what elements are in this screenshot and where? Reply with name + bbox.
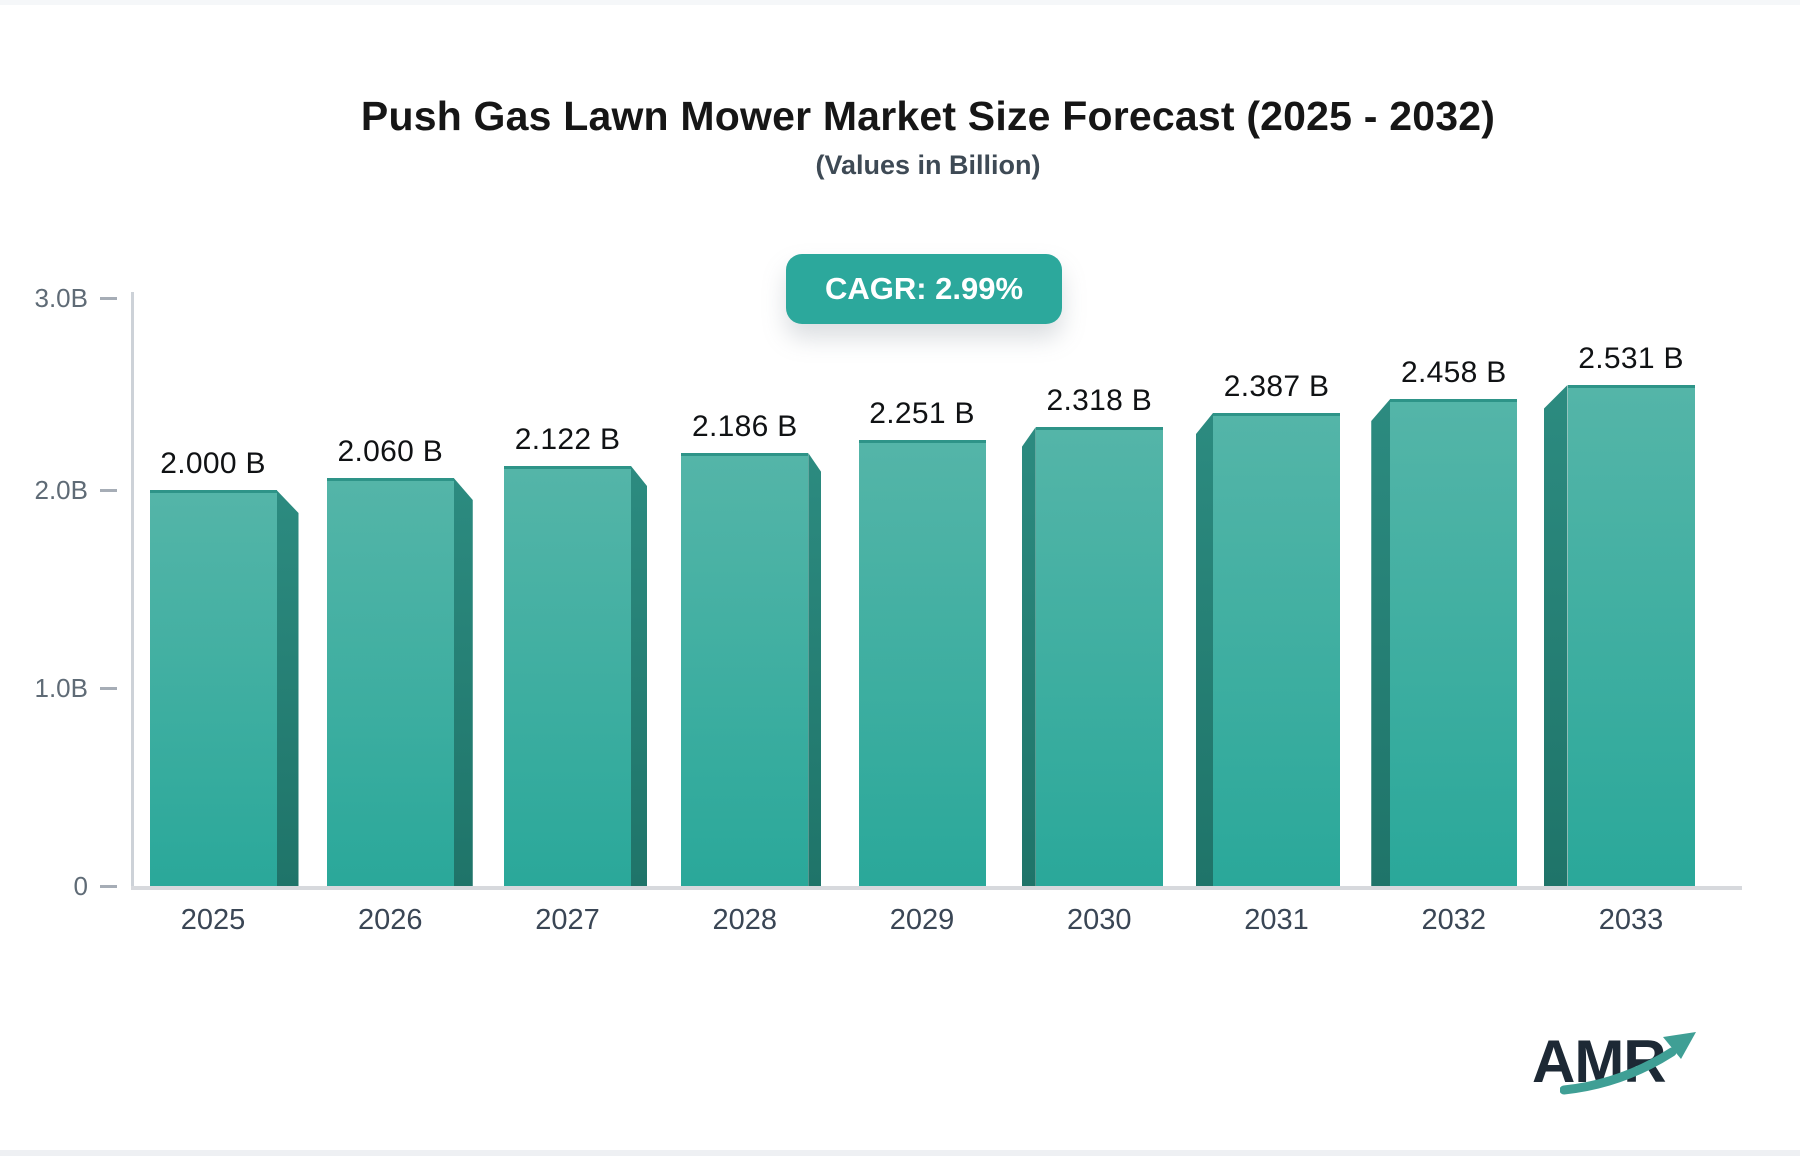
bar-value-label: 2.318 B	[1046, 384, 1153, 417]
bar-value-label: 2.387 B	[1223, 370, 1330, 403]
x-axis-tick-label: 2033	[1598, 904, 1664, 936]
bar-front-face	[1390, 399, 1518, 886]
y-axis-tick-mark	[100, 297, 117, 300]
amr-logo: AMR	[1532, 1030, 1712, 1100]
y-axis-tick-label: 2.0B	[34, 475, 89, 505]
bar-value-label: 2.000 B	[160, 447, 266, 480]
bar-front-face	[326, 478, 454, 886]
growth-arrow-icon	[1560, 1032, 1696, 1095]
bar-value-label: 2.186 B	[691, 410, 798, 443]
x-axis-tick-label: 2028	[712, 904, 777, 936]
x-axis-tick-label: 2029	[889, 904, 955, 936]
x-axis-tick-label: 2025	[180, 904, 246, 936]
bar-side-face	[1196, 413, 1213, 886]
bar-value-label: 2.060 B	[337, 435, 444, 468]
bar-front-face	[681, 453, 809, 886]
y-axis-tick-mark	[100, 687, 117, 690]
bar-side-face	[631, 466, 647, 886]
bar-value-label: 2.458 B	[1400, 356, 1507, 389]
y-axis-tick-label: 3.0B	[34, 283, 89, 313]
bar-side-face	[1021, 427, 1036, 886]
bar-front-face	[1213, 413, 1340, 886]
bar-value-label: 2.531 B	[1578, 342, 1684, 375]
y-axis-line	[131, 292, 134, 886]
y-axis-tick-label: 0	[73, 871, 88, 901]
y-axis-tick-mark	[100, 489, 117, 492]
bar-value-label: 2.122 B	[514, 423, 621, 456]
bar-value-label: 2.251 B	[869, 397, 975, 430]
x-axis-tick-label: 2031	[1244, 904, 1309, 936]
x-axis-tick-label: 2030	[1066, 904, 1132, 936]
cagr-badge: CAGR: 2.99%	[786, 254, 1062, 324]
bar-side-face	[1371, 399, 1391, 886]
bar-front-face	[1567, 385, 1695, 886]
x-axis-tick-label: 2032	[1421, 904, 1486, 936]
cagr-badge-label: CAGR: 2.99%	[824, 271, 1024, 306]
x-axis-tick-label: 2026	[357, 904, 423, 936]
y-axis-tick-mark	[100, 885, 117, 888]
bar-side-face	[808, 453, 822, 886]
chart-title: Push Gas Lawn Mower Market Size Forecast…	[360, 93, 1496, 139]
bar-side-face	[1543, 385, 1568, 886]
y-axis-tick-label: 1.0B	[34, 673, 89, 703]
bar-front-face	[149, 490, 277, 886]
bar-side-face	[276, 490, 299, 886]
bar-side-face	[453, 478, 473, 886]
bar-front-face	[858, 440, 986, 886]
x-axis-baseline	[131, 886, 1742, 890]
x-axis-tick-label: 2027	[535, 904, 600, 936]
bottom-edge-strip	[0, 1150, 1800, 1156]
bar-front-face	[504, 466, 631, 886]
top-edge-strip	[0, 0, 1800, 5]
chart-subtitle: (Values in Billion)	[815, 150, 1041, 180]
bar-front-face	[1035, 427, 1163, 886]
